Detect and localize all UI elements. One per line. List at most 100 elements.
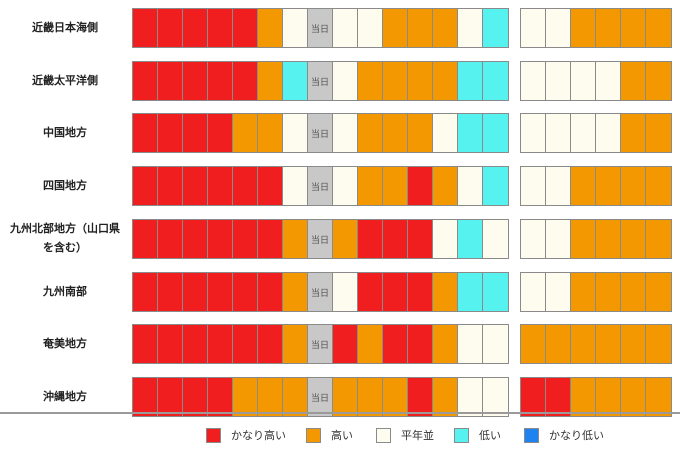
week-cell-high — [646, 9, 671, 47]
legend-label: かなり低い — [549, 429, 604, 442]
week-cell-high — [571, 220, 596, 258]
day-cell-very-high — [208, 62, 233, 100]
day-cell-very-high — [208, 325, 233, 363]
day-cell-very-high — [358, 220, 383, 258]
day-cell-very-high — [133, 220, 158, 258]
week-cell-high — [571, 9, 596, 47]
day-cell-high — [433, 273, 458, 311]
day-cell-very-high — [408, 167, 433, 205]
day-cell-very-high — [258, 325, 283, 363]
today-cell: 当日 — [308, 62, 333, 100]
day-cell-very-high — [383, 273, 408, 311]
week-cell-normal — [546, 114, 571, 152]
legend-label: 低い — [479, 429, 501, 442]
legend-item-low: 低い — [454, 426, 501, 444]
day-cell-very-high — [183, 220, 208, 258]
week-cell-high — [621, 167, 646, 205]
legend-label: かなり高い — [231, 429, 286, 442]
daily-forecast-row: 当日 — [132, 377, 509, 417]
day-cell-high — [233, 114, 258, 152]
day-cell-high — [433, 62, 458, 100]
day-cell-very-high — [183, 325, 208, 363]
week-cell-high — [571, 273, 596, 311]
week-cell-high — [571, 167, 596, 205]
day-cell-low — [283, 62, 308, 100]
day-cell-low — [483, 114, 508, 152]
today-cell: 当日 — [308, 114, 333, 152]
week-cell-high — [596, 167, 621, 205]
week-cell-high — [621, 273, 646, 311]
day-cell-normal — [458, 378, 483, 416]
legend-swatch — [454, 427, 469, 443]
day-cell-very-high — [158, 62, 183, 100]
day-cell-very-high — [133, 114, 158, 152]
day-cell-normal — [283, 114, 308, 152]
day-cell-high — [283, 273, 308, 311]
day-cell-very-high — [383, 325, 408, 363]
day-cell-very-high — [133, 9, 158, 47]
week-cell-very-high — [546, 378, 571, 416]
day-cell-very-high — [158, 114, 183, 152]
week-cell-high — [621, 62, 646, 100]
day-cell-very-high — [233, 62, 258, 100]
region-label: 沖縄地方 — [43, 389, 87, 403]
day-cell-very-high — [208, 378, 233, 416]
weekly-forecast-row — [520, 324, 672, 364]
day-cell-very-high — [358, 273, 383, 311]
day-cell-very-high — [158, 9, 183, 47]
day-cell-high — [433, 378, 458, 416]
legend-item-very-high: かなり高い — [206, 426, 286, 444]
day-cell-very-high — [133, 273, 158, 311]
day-cell-very-high — [183, 62, 208, 100]
today-cell: 当日 — [308, 325, 333, 363]
week-cell-normal — [546, 62, 571, 100]
day-cell-low — [458, 62, 483, 100]
week-cell-normal — [546, 9, 571, 47]
week-cell-normal — [571, 62, 596, 100]
week-cell-normal — [546, 220, 571, 258]
day-cell-normal — [483, 325, 508, 363]
day-cell-very-high — [333, 325, 358, 363]
day-cell-high — [358, 167, 383, 205]
day-cell-very-high — [133, 378, 158, 416]
region-label: 近畿太平洋側 — [32, 73, 98, 87]
day-cell-normal — [433, 220, 458, 258]
daily-forecast-row: 当日 — [132, 272, 509, 312]
week-cell-high — [621, 114, 646, 152]
day-cell-very-high — [233, 273, 258, 311]
daily-forecast-row: 当日 — [132, 113, 509, 153]
week-cell-normal — [521, 114, 546, 152]
day-cell-normal — [458, 325, 483, 363]
week-cell-normal — [521, 167, 546, 205]
day-cell-very-high — [208, 273, 233, 311]
weekly-forecast-row — [520, 61, 672, 101]
day-cell-very-high — [408, 378, 433, 416]
day-cell-high — [408, 114, 433, 152]
legend-label: 平年並 — [401, 429, 434, 442]
week-cell-high — [621, 378, 646, 416]
week-cell-high — [646, 114, 671, 152]
weekly-forecast-row — [520, 377, 672, 417]
daily-forecast-row: 当日 — [132, 219, 509, 259]
day-cell-normal — [283, 167, 308, 205]
today-cell: 当日 — [308, 273, 333, 311]
week-cell-normal — [571, 114, 596, 152]
region-label: 四国地方 — [43, 178, 87, 192]
day-cell-very-high — [233, 220, 258, 258]
day-cell-normal — [333, 62, 358, 100]
week-cell-high — [621, 9, 646, 47]
week-cell-very-high — [521, 378, 546, 416]
day-cell-low — [458, 220, 483, 258]
week-cell-high — [596, 378, 621, 416]
day-cell-very-high — [183, 9, 208, 47]
week-cell-high — [596, 273, 621, 311]
day-cell-high — [433, 167, 458, 205]
day-cell-high — [383, 378, 408, 416]
day-cell-very-high — [408, 325, 433, 363]
day-cell-high — [258, 9, 283, 47]
divider — [0, 412, 680, 414]
day-cell-very-high — [233, 9, 258, 47]
week-cell-high — [596, 325, 621, 363]
day-cell-high — [283, 325, 308, 363]
day-cell-high — [408, 62, 433, 100]
